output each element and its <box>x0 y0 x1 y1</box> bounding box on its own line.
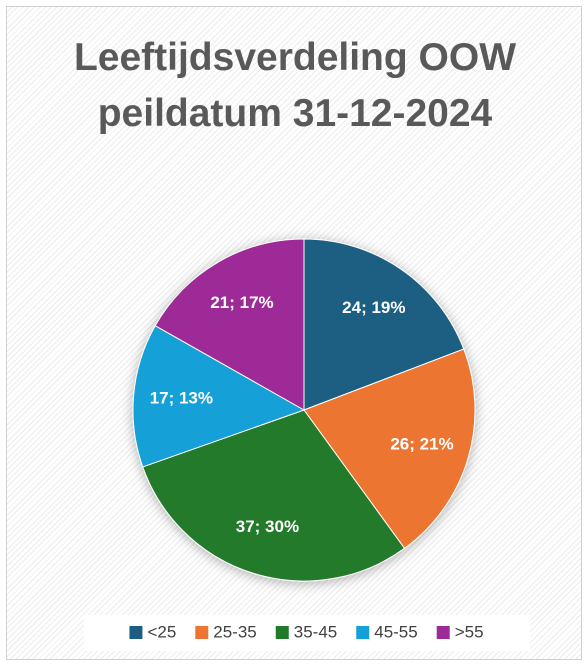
pie-slice <box>303 238 465 411</box>
data-label: 26; 21% <box>390 435 453 454</box>
legend-swatch <box>356 626 370 639</box>
legend-swatch <box>275 626 289 639</box>
pie-slice <box>154 238 305 411</box>
legend-label: <25 <box>147 622 176 641</box>
chart-title: Leeftijdsverdeling OOW peildatum 31-12-2… <box>73 36 517 135</box>
pie-slice <box>132 325 306 468</box>
data-label: 21; 17% <box>210 293 273 312</box>
legend-swatch <box>129 626 143 639</box>
pie <box>132 238 476 582</box>
legend-label: 35-45 <box>294 622 337 641</box>
legend-box <box>84 615 530 651</box>
legend-label: 45-55 <box>374 622 417 641</box>
data-label: 24; 19% <box>342 298 405 317</box>
pie-slice <box>303 348 476 550</box>
legend-swatch <box>195 626 209 639</box>
data-label: 17; 13% <box>150 389 213 408</box>
legend-label: 25-35 <box>213 622 256 641</box>
legend-swatch <box>436 626 450 639</box>
data-label: 37; 30% <box>236 517 299 536</box>
legend-label: >55 <box>455 622 484 641</box>
pie-slice <box>142 409 406 582</box>
